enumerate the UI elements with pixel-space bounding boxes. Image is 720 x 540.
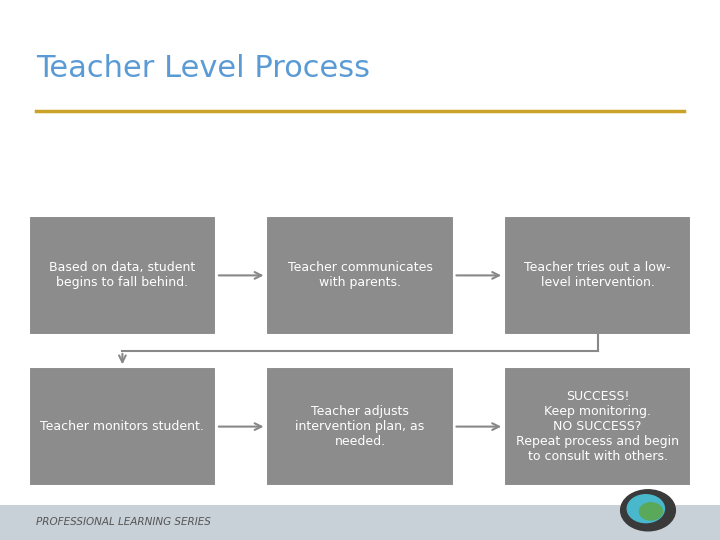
Circle shape <box>621 490 675 531</box>
Text: SUCCESS!
Keep monitoring.
NO SUCCESS?
Repeat process and begin
to consult with o: SUCCESS! Keep monitoring. NO SUCCESS? Re… <box>516 390 679 463</box>
Bar <box>0 505 720 540</box>
Circle shape <box>639 503 662 520</box>
FancyBboxPatch shape <box>29 216 216 335</box>
FancyBboxPatch shape <box>504 216 691 335</box>
Text: Teacher tries out a low-
level intervention.: Teacher tries out a low- level intervent… <box>524 261 671 289</box>
FancyBboxPatch shape <box>266 367 454 486</box>
Text: Teacher Level Process: Teacher Level Process <box>36 54 370 83</box>
Text: Teacher monitors student.: Teacher monitors student. <box>40 420 204 433</box>
FancyBboxPatch shape <box>504 367 691 486</box>
Circle shape <box>627 495 665 523</box>
Text: Based on data, student
begins to fall behind.: Based on data, student begins to fall be… <box>49 261 196 289</box>
Text: Teacher adjusts
intervention plan, as
needed.: Teacher adjusts intervention plan, as ne… <box>295 405 425 448</box>
Text: Teacher communicates
with parents.: Teacher communicates with parents. <box>287 261 433 289</box>
FancyBboxPatch shape <box>29 367 216 486</box>
Text: PROFESSIONAL LEARNING SERIES: PROFESSIONAL LEARNING SERIES <box>36 517 211 527</box>
FancyBboxPatch shape <box>266 216 454 335</box>
